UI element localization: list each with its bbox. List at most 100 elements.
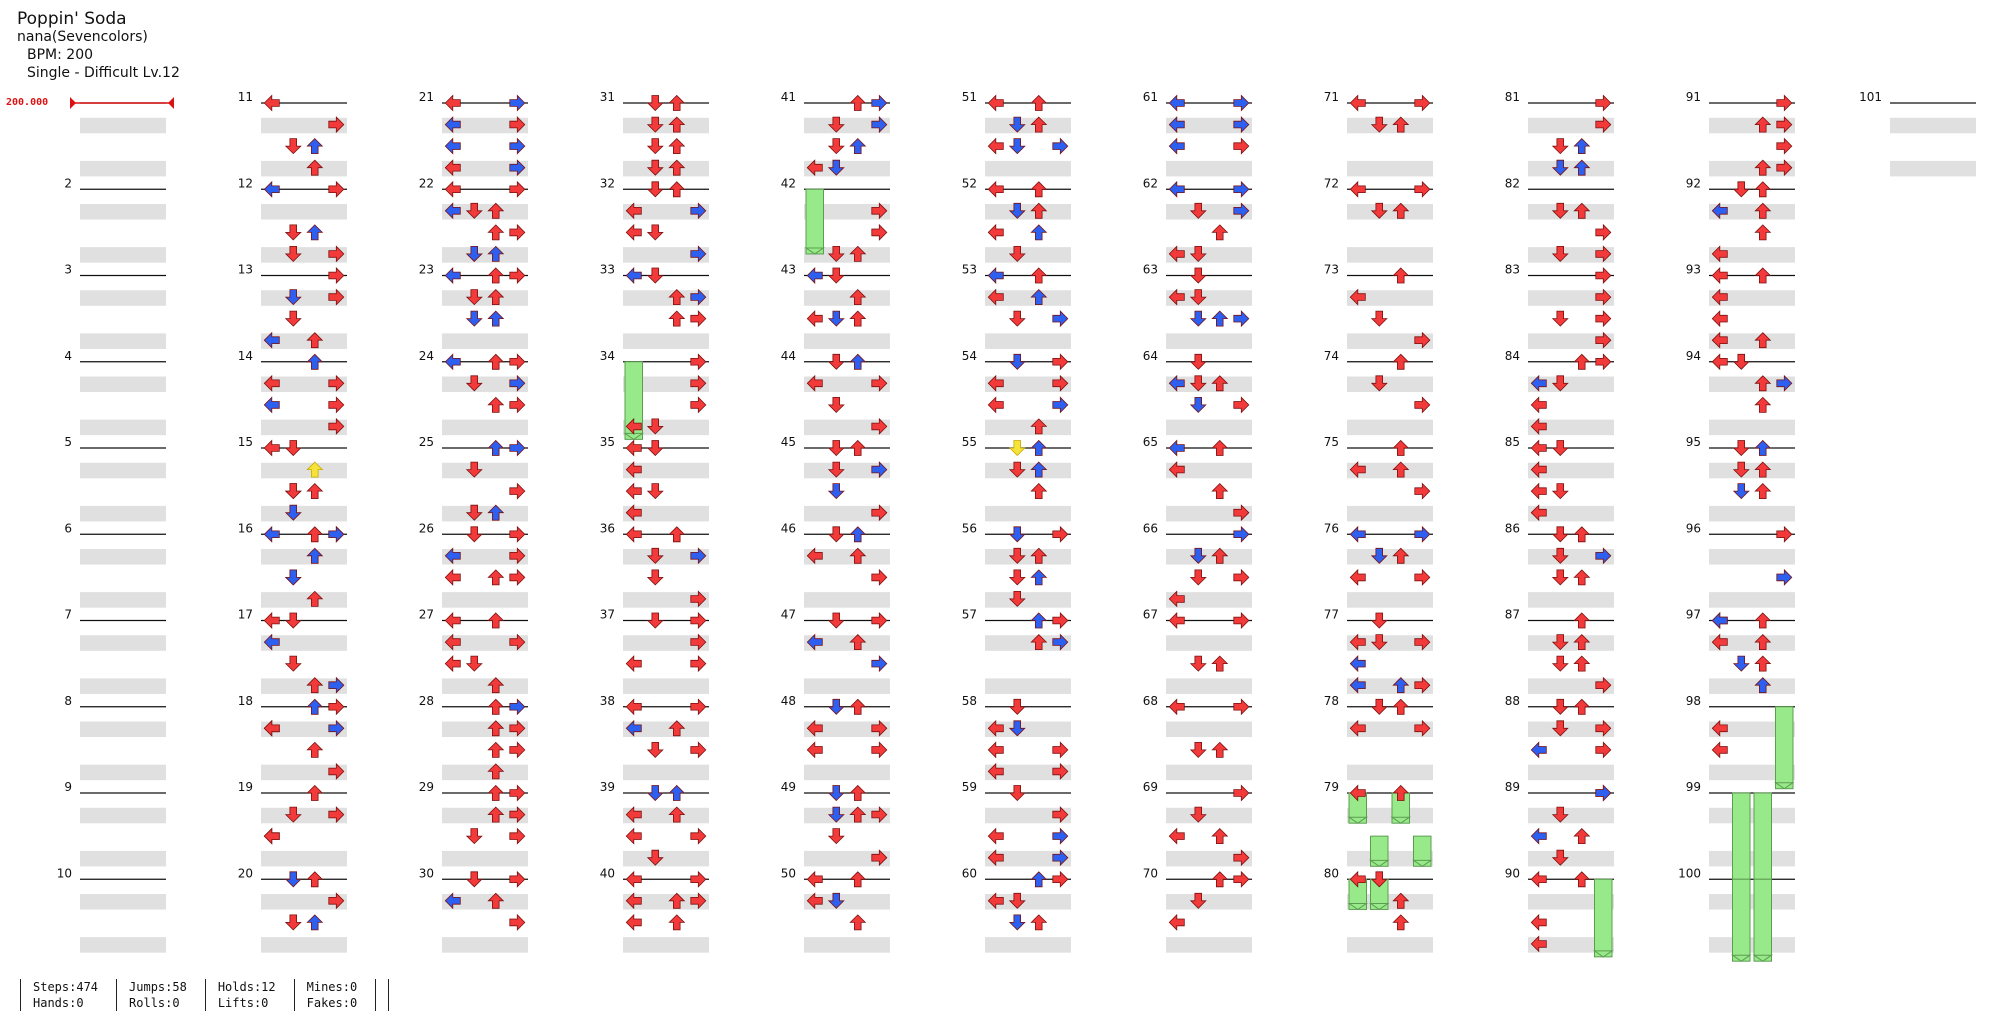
arrow-note-icon-down bbox=[1189, 202, 1207, 219]
measure-17 bbox=[261, 619, 347, 694]
arrow-note-icon-up bbox=[849, 698, 867, 715]
beat-band bbox=[985, 419, 1071, 436]
arrow-note-icon-left bbox=[444, 892, 461, 910]
beat-band bbox=[1709, 678, 1795, 694]
arrow-note-icon-up bbox=[1030, 94, 1048, 111]
arrow-note-icon-down bbox=[827, 116, 845, 133]
measure-number: 87 bbox=[1505, 608, 1520, 622]
arrow-note-icon-up bbox=[668, 526, 686, 543]
arrow-note-icon-up bbox=[487, 677, 505, 694]
arrow-note-icon-up bbox=[306, 353, 324, 370]
arrow-note-icon-left bbox=[444, 159, 461, 177]
beat-band bbox=[985, 721, 1071, 738]
measure-number: 15 bbox=[238, 435, 253, 449]
arrow-note-icon-left bbox=[1168, 827, 1185, 845]
arrow-note-icon-up bbox=[668, 892, 686, 909]
measure-number: 55 bbox=[962, 435, 977, 449]
beat-band bbox=[1709, 419, 1795, 436]
measure-93 bbox=[1709, 274, 1795, 349]
arrow-note-icon-down bbox=[1551, 138, 1569, 155]
measure-number: 99 bbox=[1686, 780, 1701, 794]
beat-band bbox=[1528, 721, 1614, 738]
measure-number: 7 bbox=[64, 608, 72, 622]
arrow-note-icon-right bbox=[1414, 331, 1431, 349]
measure-7 bbox=[80, 619, 166, 694]
beat-band bbox=[80, 549, 166, 565]
arrow-note-icon-left bbox=[987, 719, 1004, 737]
measure-71 bbox=[1347, 102, 1433, 177]
arrow-note-icon-up bbox=[487, 763, 505, 780]
arrow-note-icon-right bbox=[1414, 180, 1431, 198]
arrow-note-icon-left bbox=[1711, 331, 1728, 349]
measure-88 bbox=[1528, 706, 1614, 781]
beat-band bbox=[442, 850, 528, 867]
measure-56 bbox=[985, 533, 1071, 608]
arrow-note-icon-down bbox=[1008, 547, 1026, 564]
arrow-note-icon-right bbox=[1776, 116, 1793, 134]
beat-band bbox=[985, 376, 1071, 393]
arrow-note-icon-left bbox=[806, 741, 823, 759]
measure-number: 101 bbox=[1859, 90, 1882, 104]
arrow-note-icon-up bbox=[668, 94, 686, 111]
arrow-note-icon-right bbox=[1414, 676, 1431, 694]
beat-band bbox=[442, 117, 528, 134]
arrow-note-icon-right bbox=[690, 698, 707, 716]
beat-band bbox=[1347, 290, 1433, 306]
bpm-marker-right-icon bbox=[168, 97, 174, 109]
arrow-note-icon-down bbox=[827, 698, 845, 715]
measure-number: 72 bbox=[1324, 176, 1339, 190]
beat-band bbox=[442, 678, 528, 694]
arrow-note-icon-down bbox=[1008, 720, 1026, 737]
arrow-note-icon-right bbox=[1233, 525, 1250, 543]
arrow-note-icon-right bbox=[1052, 310, 1069, 328]
measure-72 bbox=[1347, 188, 1433, 263]
arrow-note-icon-left bbox=[263, 396, 280, 414]
arrow-note-icon-left bbox=[444, 568, 461, 586]
arrow-note-icon-up bbox=[1211, 483, 1229, 499]
arrow-note-icon-right bbox=[1414, 525, 1431, 543]
measure-77 bbox=[1347, 619, 1433, 694]
arrow-note-icon-down bbox=[1008, 116, 1026, 133]
beat-band bbox=[1166, 937, 1252, 953]
arrow-note-icon-left bbox=[806, 159, 823, 177]
beat-band bbox=[623, 376, 709, 393]
measure-74 bbox=[1347, 361, 1433, 436]
arrow-note-icon-down bbox=[1551, 310, 1569, 327]
arrow-note-icon-up bbox=[306, 224, 324, 241]
arrow-note-icon-down bbox=[1008, 914, 1026, 931]
arrow-note-icon-right bbox=[509, 223, 526, 241]
arrow-note-icon-left bbox=[1349, 288, 1366, 306]
measure-45 bbox=[804, 447, 890, 522]
arrow-note-icon-down bbox=[1008, 202, 1026, 219]
arrow-note-icon-up bbox=[487, 741, 505, 758]
arrow-note-icon-left bbox=[987, 288, 1004, 306]
arrow-note-icon-right bbox=[1233, 870, 1250, 888]
measure-number: 38 bbox=[600, 694, 615, 708]
beat-band bbox=[1166, 635, 1252, 651]
measure-number: 60 bbox=[962, 866, 977, 880]
arrow-note-icon-left bbox=[1168, 116, 1185, 134]
arrow-note-icon-up bbox=[1754, 116, 1772, 133]
arrow-note-icon-left bbox=[1168, 180, 1185, 198]
arrow-note-icon-left bbox=[987, 94, 1004, 112]
arrow-note-icon-right bbox=[1595, 719, 1612, 737]
arrow-note-icon-up bbox=[487, 569, 505, 586]
arrow-note-icon-right bbox=[871, 741, 888, 759]
measure-66 bbox=[1166, 533, 1252, 608]
beat-band bbox=[1709, 764, 1795, 781]
arrow-note-icon-right bbox=[1052, 374, 1069, 392]
arrow-note-icon-up bbox=[849, 547, 867, 564]
arrow-note-icon-down bbox=[284, 914, 302, 931]
beat-band bbox=[623, 764, 709, 781]
arrow-note-icon-down bbox=[827, 440, 845, 457]
measure-58 bbox=[985, 706, 1071, 781]
arrow-note-icon-right bbox=[328, 396, 345, 414]
measure-number: 29 bbox=[419, 780, 434, 794]
measure-number: 45 bbox=[781, 435, 796, 449]
measure-64 bbox=[1166, 361, 1252, 436]
measure-9 bbox=[80, 792, 166, 867]
beat-band bbox=[804, 333, 890, 349]
measure-80 bbox=[1347, 878, 1433, 953]
arrow-note-icon-up bbox=[1573, 569, 1591, 586]
arrow-note-icon-left bbox=[1711, 633, 1728, 651]
